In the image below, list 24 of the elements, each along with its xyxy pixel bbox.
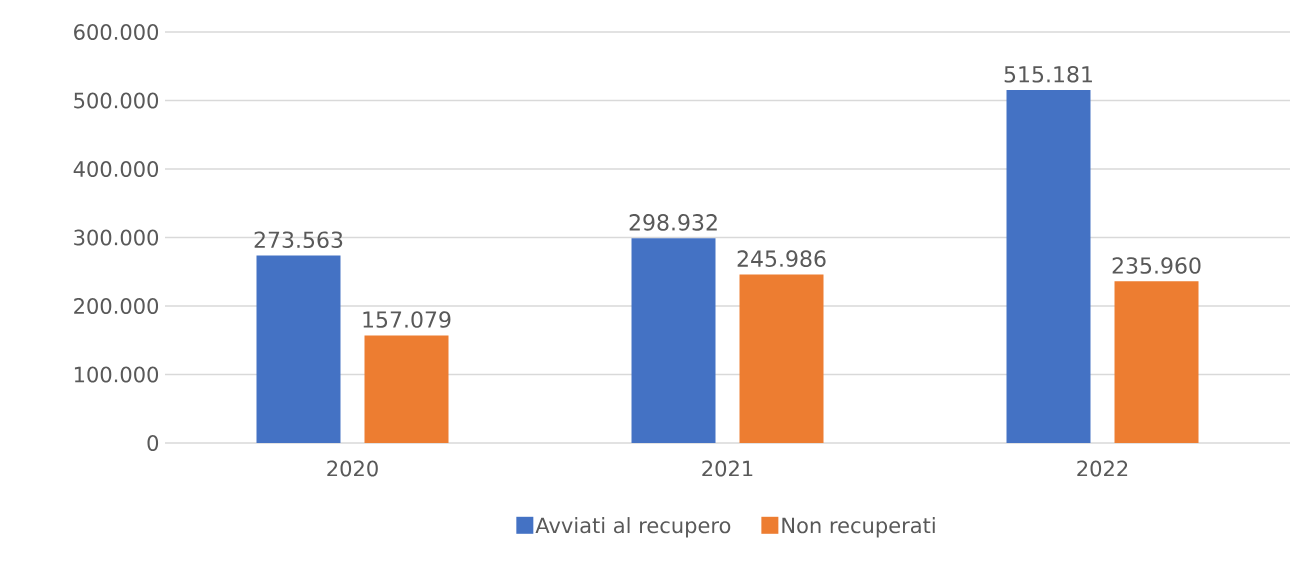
- y-tick-label: 200.000: [74, 298, 159, 314]
- bar: [1006, 90, 1091, 443]
- bar: [631, 238, 716, 443]
- bar: [1114, 281, 1199, 443]
- legend-label: Avviati al recupero: [535, 517, 731, 538]
- y-tick-label: 600.000: [74, 24, 159, 40]
- y-tick-label: 300.000: [74, 229, 159, 246]
- y-tick-label: 0: [147, 435, 159, 451]
- bar: [256, 255, 341, 443]
- data-label: 515.181: [1004, 65, 1092, 83]
- data-label: 298.932: [629, 214, 717, 231]
- x-tick-label: 2020: [327, 460, 378, 477]
- y-tick-label: 100.000: [74, 366, 159, 383]
- bar: [364, 335, 449, 443]
- data-label: 245.986: [737, 250, 826, 267]
- y-tick-label: 400.000: [73, 161, 159, 177]
- data-label: 235.960: [1112, 257, 1201, 274]
- y-tick-label: 500.000: [74, 92, 159, 109]
- legend-label: Non recuperati: [782, 517, 935, 538]
- data-label: 273.563: [254, 231, 343, 249]
- x-tick-label: 2021: [702, 460, 753, 477]
- data-label: 157.079: [363, 311, 451, 328]
- x-tick-label: 2022: [1077, 460, 1128, 477]
- bar: [739, 274, 824, 443]
